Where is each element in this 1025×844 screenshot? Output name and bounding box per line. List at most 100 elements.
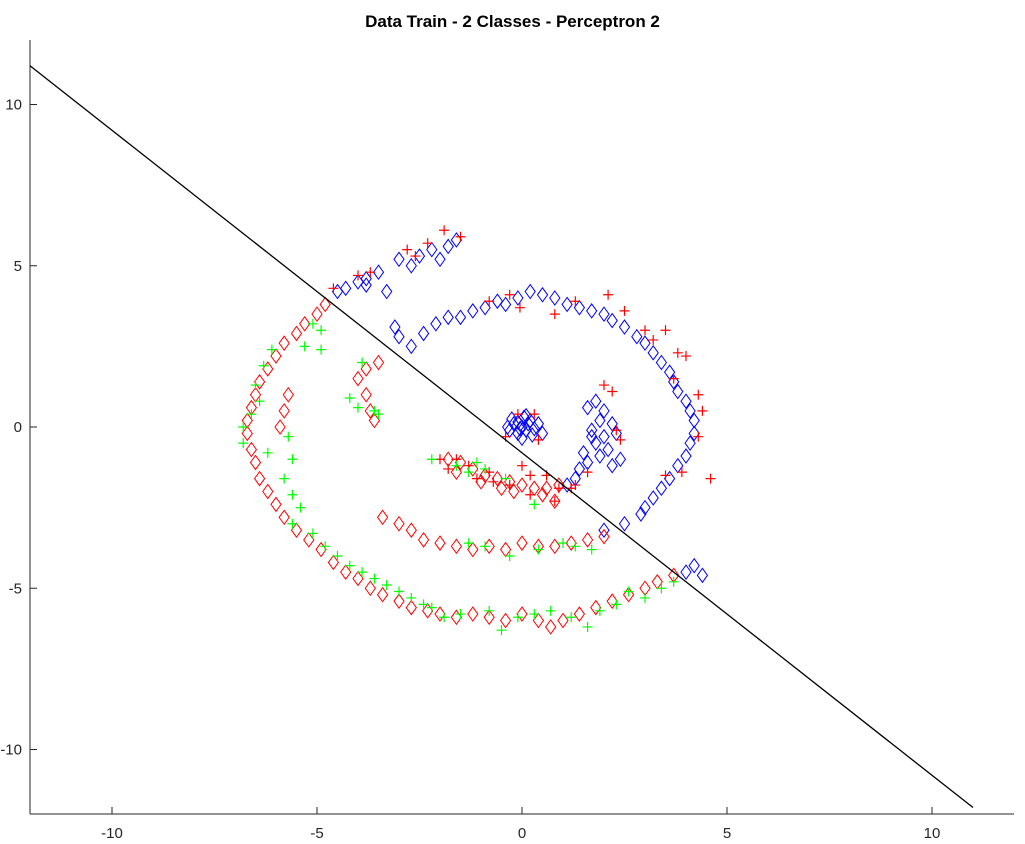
plus-point — [607, 386, 618, 397]
plus-point — [594, 605, 605, 616]
plus-point — [295, 502, 306, 513]
plus-point — [549, 309, 560, 320]
diamond-point — [467, 606, 479, 622]
plus-point — [656, 583, 667, 594]
diamond-point — [516, 535, 528, 551]
y-tick-label: -10 — [0, 742, 22, 759]
diamond-point — [549, 538, 561, 555]
diamond-point — [581, 399, 594, 416]
plus-point — [705, 473, 716, 484]
diamond-point — [376, 586, 389, 603]
diamond-point — [618, 319, 631, 335]
diamond-point — [311, 306, 323, 322]
diamond-point — [426, 241, 438, 258]
diamond-point — [434, 251, 446, 268]
diamond-point — [696, 567, 709, 584]
diamond-point — [467, 541, 479, 558]
plus-point — [533, 434, 544, 445]
diamond-point — [655, 480, 668, 497]
chart-title: Data Train - 2 Classes - Perceptron 2 — [365, 12, 660, 31]
plus-point — [640, 325, 650, 336]
plus-point — [504, 289, 515, 300]
diamond-point — [327, 554, 340, 571]
plus-point — [660, 325, 671, 336]
y-tick-label: 0 — [14, 419, 22, 436]
diamond-point — [315, 541, 327, 558]
diamond-point — [680, 393, 692, 410]
diamond-point — [647, 344, 659, 361]
plus-point — [238, 438, 249, 449]
diamond-point — [475, 473, 487, 490]
plus-point — [623, 586, 634, 597]
plus-point — [426, 602, 437, 613]
diamond-point — [360, 270, 372, 287]
axes — [29, 40, 1014, 815]
diamond-point — [270, 496, 282, 513]
plus-point — [615, 434, 626, 445]
diamond-point — [561, 296, 573, 313]
series-plus-3 — [238, 318, 679, 636]
diamond-point — [598, 403, 610, 419]
diamond-point — [581, 532, 594, 548]
diamond-point — [512, 290, 524, 306]
x-tick-label: 10 — [924, 825, 941, 842]
diamond-point — [590, 599, 602, 616]
diamond-point — [606, 312, 618, 329]
plus-point — [287, 454, 298, 465]
plus-point — [529, 499, 540, 510]
plus-point — [484, 605, 495, 616]
plus-point — [299, 341, 310, 352]
y-tick-label: 10 — [5, 97, 22, 114]
diamond-point — [639, 335, 651, 352]
plus-point — [316, 344, 327, 355]
diamond-point — [430, 315, 442, 332]
diamond-point — [598, 428, 610, 445]
diamond-point — [501, 419, 514, 435]
plus-point — [344, 392, 355, 403]
diamond-point — [340, 280, 352, 297]
plus-point — [426, 454, 437, 465]
diamond-point — [522, 415, 534, 432]
plus-point — [582, 467, 593, 478]
plus-point — [640, 592, 650, 603]
plus-point — [471, 457, 482, 468]
diamond-point — [491, 470, 504, 487]
plus-point — [480, 463, 491, 474]
diamond-point — [372, 264, 385, 281]
diamond-point — [405, 338, 417, 355]
plus-point — [394, 586, 404, 597]
plus-point — [422, 238, 433, 249]
plus-point — [517, 460, 527, 471]
diamond-point — [393, 515, 405, 532]
diamond-point — [516, 430, 528, 447]
diamond-point — [598, 522, 610, 539]
plus-point — [599, 380, 609, 391]
plus-point — [553, 483, 564, 494]
plus-point — [328, 283, 339, 294]
plus-point — [455, 609, 466, 620]
diamond-point — [368, 412, 381, 429]
plus-point — [668, 373, 679, 384]
diamond-point — [549, 493, 561, 510]
plus-point — [611, 599, 622, 610]
diamond-point — [545, 619, 557, 635]
diamond-point — [360, 277, 372, 293]
diamond-point — [590, 393, 602, 410]
diamond-point — [483, 609, 495, 626]
diamond-point — [245, 441, 258, 458]
plus-point — [246, 409, 257, 420]
plus-point — [369, 573, 380, 584]
x-tick-label: 0 — [518, 825, 526, 842]
diamond-point — [360, 386, 372, 403]
diamond-point — [668, 373, 680, 390]
plus-point — [316, 325, 327, 336]
diamond-point — [561, 477, 573, 493]
diamond-point — [635, 506, 647, 522]
plus-point — [586, 544, 597, 555]
diamond-point — [249, 454, 262, 471]
series-diamond-0 — [331, 232, 709, 584]
diamond-point — [524, 283, 536, 300]
plus-point — [353, 402, 363, 413]
plus-point — [287, 518, 298, 529]
diamond-point — [299, 315, 311, 332]
